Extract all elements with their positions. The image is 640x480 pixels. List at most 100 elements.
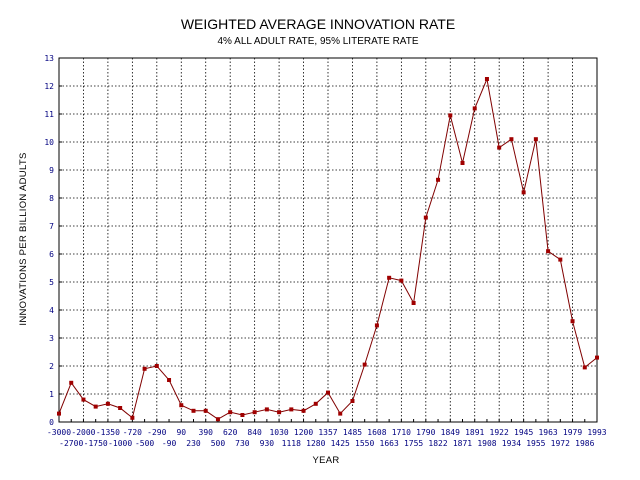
data-point (582, 365, 587, 370)
data-point (93, 404, 98, 409)
data-point (533, 137, 538, 142)
x-tick-label: 1934 (502, 439, 521, 448)
data-point (558, 257, 563, 262)
x-tick-label: 1979 (563, 428, 582, 437)
data-point (423, 215, 428, 220)
y-tick-label: 13 (44, 54, 54, 63)
x-tick-label: 620 (223, 428, 238, 437)
x-tick-label: 1993 (587, 428, 606, 437)
x-tick-label: 1755 (404, 439, 423, 448)
x-tick-label: -720 (123, 428, 142, 437)
y-tick-label: 0 (49, 418, 54, 427)
x-axis-label: YEAR (312, 455, 339, 466)
data-point (338, 411, 343, 416)
y-tick-label: 8 (49, 194, 54, 203)
x-tick-label: 1608 (367, 428, 386, 437)
data-point (374, 323, 379, 328)
y-tick-label: 4 (49, 306, 54, 315)
data-point (521, 190, 526, 195)
data-point (301, 408, 306, 413)
x-tick-label: 1972 (551, 439, 570, 448)
y-axis-label: INNOVATIONS PER BILLION ADULTS (18, 152, 29, 325)
x-tick-label: 1945 (514, 428, 533, 437)
data-point (142, 366, 147, 371)
data-point (595, 355, 599, 360)
data-point (472, 106, 477, 111)
x-tick-label: 1200 (294, 428, 313, 437)
x-tick-label: 730 (235, 439, 250, 448)
x-tick-label: 1986 (575, 439, 594, 448)
x-tick-label: 1550 (355, 439, 374, 448)
data-point (105, 401, 110, 406)
x-tick-label: 1280 (306, 439, 325, 448)
data-point (387, 275, 392, 280)
x-tick-label: -290 (147, 428, 166, 437)
x-tick-label: 1849 (441, 428, 460, 437)
x-tick-label: -2700 (59, 439, 83, 448)
x-tick-label: 840 (247, 428, 262, 437)
x-tick-label: -500 (135, 439, 154, 448)
data-point (289, 407, 294, 412)
x-tick-label: -2000 (71, 428, 95, 437)
data-point (460, 161, 465, 165)
data-point (252, 410, 257, 415)
y-tick-label: 10 (44, 138, 54, 147)
series (57, 77, 599, 422)
y-tick-label: 9 (49, 166, 54, 175)
x-tick-label: 1963 (538, 428, 557, 437)
y-tick-label: 11 (44, 110, 54, 119)
data-point (240, 413, 245, 417)
data-point (546, 249, 551, 254)
y-tick-label: 12 (44, 82, 54, 91)
data-point (362, 362, 367, 367)
x-tick-label: 1710 (392, 428, 411, 437)
y-tick-label: 3 (49, 334, 54, 343)
x-tick-label: -90 (162, 439, 177, 448)
data-point (350, 399, 355, 403)
data-point (130, 415, 135, 420)
x-tick-label: 1663 (380, 439, 399, 448)
series-line (58, 77, 598, 420)
data-point (228, 410, 233, 415)
chart-subtitle: 4% ALL ADULT RATE, 95% LITERATE RATE (218, 36, 419, 47)
data-point (81, 397, 86, 402)
data-point (448, 113, 453, 118)
y-tick-label: 7 (49, 222, 54, 231)
data-point (69, 380, 74, 385)
data-point (509, 137, 514, 142)
data-point (570, 319, 575, 324)
data-point (191, 408, 196, 413)
x-tick-label: -1000 (108, 439, 132, 448)
x-tick-label: 1790 (416, 428, 435, 437)
x-tick-label: 90 (176, 428, 186, 437)
x-tick-label: -1350 (96, 428, 120, 437)
x-tick-label: 1118 (282, 439, 301, 448)
x-tick-label: 1908 (477, 439, 496, 448)
data-point (411, 301, 416, 305)
data-point (57, 411, 61, 416)
y-tick-label: 5 (49, 278, 54, 287)
x-tick-label: -1750 (84, 439, 108, 448)
data-point (179, 403, 184, 408)
data-point (436, 177, 441, 182)
x-tick-label: 930 (260, 439, 275, 448)
x-tick-label: 1357 (318, 428, 337, 437)
data-point (399, 278, 404, 283)
x-tick-label: 1822 (428, 439, 447, 448)
data-point (264, 407, 269, 412)
data-point (497, 145, 502, 150)
data-point (167, 378, 172, 382)
y-tick-label: 1 (49, 390, 54, 399)
x-axis: -3000 -2700 -2000 -1750 -1350 -1000 -720 -500 -2… (47, 419, 607, 448)
grid (59, 58, 597, 422)
y-tick-label: 6 (49, 250, 54, 259)
data-point (118, 406, 123, 410)
data-point (484, 77, 489, 81)
data-point (215, 417, 220, 422)
x-tick-label: 500 (211, 439, 226, 448)
data-point (326, 390, 330, 395)
data-point (277, 410, 282, 415)
x-tick-label: 1955 (526, 439, 545, 448)
